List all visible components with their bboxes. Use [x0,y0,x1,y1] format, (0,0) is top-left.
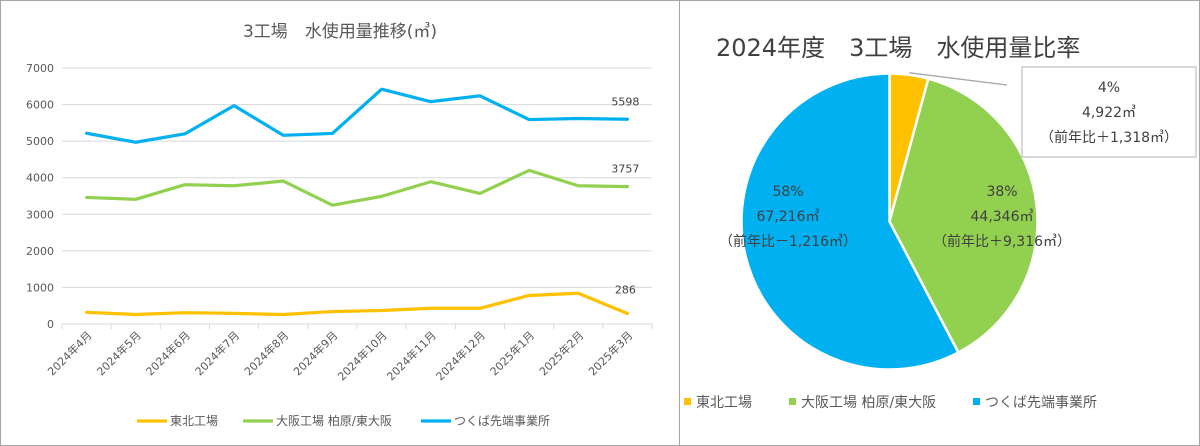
legend-label: つくば先端事業所 [454,414,550,428]
legend-item: つくば先端事業所 [421,414,550,428]
end-data-label: 5598 [611,95,639,108]
x-tick-label: 2024年8月 [241,328,291,378]
end-data-label: 286 [615,284,636,297]
line-chart-series [84,87,630,317]
line-chart-gridlines [62,67,652,288]
y-tick-label: 4000 [26,172,54,185]
y-tick-label: 6000 [26,99,54,112]
x-tick-label: 2024年11月 [384,328,439,383]
series-line-0 [84,291,630,317]
legend-item: 東北工場 [137,414,218,428]
x-tick-label: 2024年9月 [290,328,340,378]
y-tick-label: 0 [47,318,54,331]
y-tick-label: 2000 [26,245,54,258]
x-tick-label: 2024年7月 [192,328,242,378]
y-tick-label: 5000 [26,135,54,148]
x-tick-label: 2025年1月 [487,328,537,378]
line-chart-legend: 東北工場 大阪工場 柏原/東大阪 つくば先端事業所 [137,413,550,428]
x-tick-label: 2025年2月 [536,328,586,378]
end-data-label: 3757 [611,163,639,176]
line-chart-y-axis: 0 1000 2000 3000 4000 5000 6000 7000 [26,62,54,331]
x-tick-label: 2024年6月 [143,328,193,378]
panel-divider [679,0,680,446]
legend-item: 大阪工場 柏原/東大阪 [243,413,392,428]
series-line-1 [84,168,630,207]
x-tick-label: 2024年4月 [45,328,95,378]
line-chart-data-labels: 286 3757 5598 [611,95,639,296]
line-chart-x-axis: 2024年4月 2024年5月 2024年6月 2024年7月 2024年8月 2024年… [45,323,653,383]
legend-label: 大阪工場 柏原/東大阪 [276,413,392,428]
y-tick-label: 1000 [26,281,54,294]
series-line-2 [84,87,630,144]
y-tick-label: 3000 [26,208,54,221]
legend-label: 東北工場 [170,414,218,428]
x-tick-label: 2025年3月 [585,328,635,378]
y-tick-label: 7000 [26,62,54,75]
x-tick-label: 2024年5月 [94,328,144,378]
x-tick-label: 2024年10月 [335,328,390,383]
line-chart-title: 3工場 水使用量推移(㎥) [243,21,437,42]
x-tick-label: 2024年12月 [433,328,488,383]
line-chart: 3工場 水使用量推移(㎥) 0 1000 2000 3000 4000 5000 6000 7… [26,21,653,428]
